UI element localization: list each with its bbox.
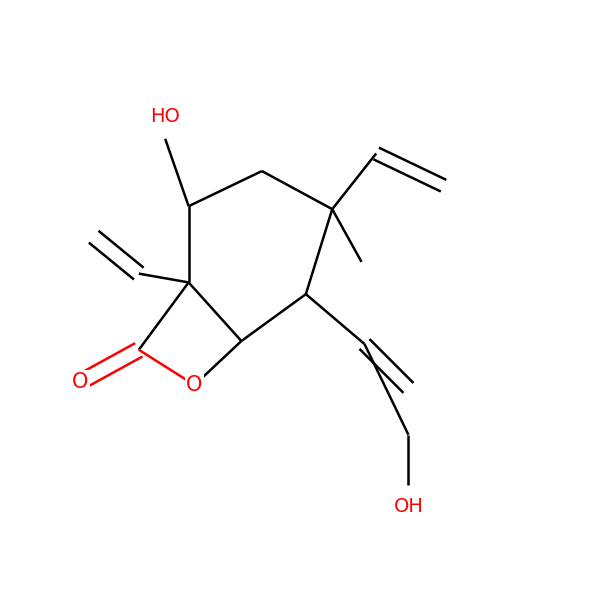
Text: HO: HO [150,107,180,126]
Text: O: O [187,375,203,395]
Text: OH: OH [394,497,424,517]
Text: O: O [72,372,88,392]
